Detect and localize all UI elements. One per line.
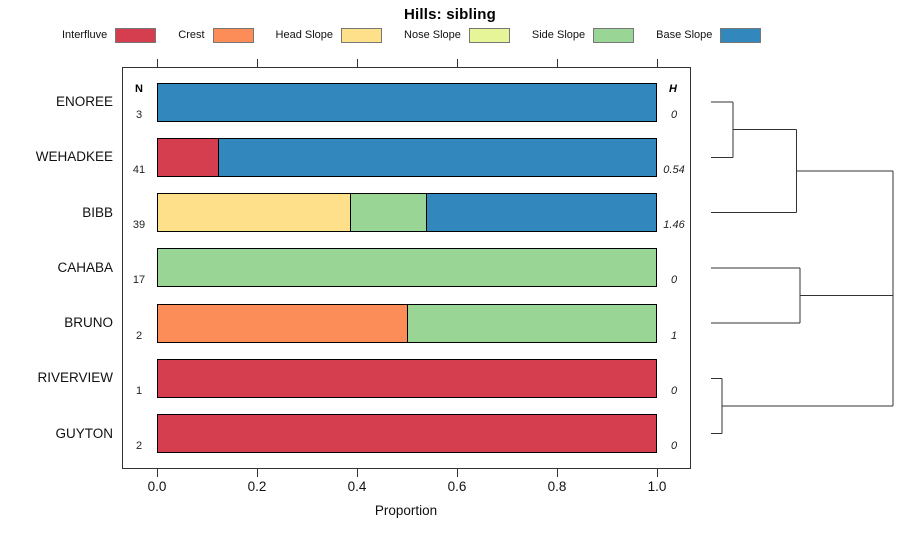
bar-segment-base-slope — [426, 194, 656, 231]
n-value: 39 — [132, 219, 146, 231]
row-label-cahaba: CAHABA — [57, 259, 113, 275]
h-value: 0 — [670, 440, 678, 452]
bar-segment-base-slope — [217, 138, 656, 176]
legend-label: Interfluve — [62, 29, 108, 41]
x-axis-top-tick — [657, 59, 658, 67]
x-axis-bottom-tick — [257, 469, 258, 477]
legend-label: Head Slope — [275, 29, 334, 41]
legend-swatch — [720, 27, 762, 43]
row-label-guyton: GUYTON — [55, 425, 113, 441]
legend-label: Base Slope — [656, 29, 713, 41]
x-axis-tick-label: 0.4 — [347, 479, 367, 494]
h-value: 0.54 — [663, 163, 685, 176]
h-value: 1.46 — [663, 219, 685, 231]
x-axis-top-tick — [457, 59, 458, 67]
x-axis-bottom-tick — [157, 469, 158, 477]
legend-item-crest: Crest — [178, 27, 254, 43]
x-axis-tick-label: 0.8 — [547, 479, 567, 494]
h-column-header: H — [669, 83, 677, 95]
row-label-bibb: BIBB — [82, 204, 113, 220]
bar-segment-side-slope — [158, 249, 656, 287]
chart-title: Hills: sibling — [404, 6, 496, 23]
bar-segment-head-slope — [158, 194, 350, 231]
stacked-bar-riverview — [157, 358, 657, 398]
legend-swatch — [115, 27, 157, 43]
legend-label: Nose Slope — [404, 29, 461, 41]
x-axis-bottom-tick — [357, 469, 358, 477]
n-value: 1 — [135, 384, 143, 397]
bar-segment-crest — [158, 304, 407, 342]
legend-swatch — [468, 27, 510, 43]
x-axis-top-tick — [357, 59, 358, 67]
x-axis-top-tick — [257, 59, 258, 67]
legend-label: Crest — [178, 29, 205, 41]
bar-segment-interfluve — [158, 359, 656, 397]
x-axis-bottom-tick — [657, 469, 658, 477]
n-value: 41 — [132, 163, 146, 176]
row-label-riverview: RIVERVIEW — [37, 370, 113, 386]
stacked-bar-guyton — [157, 414, 657, 453]
x-axis-top-tick — [157, 59, 158, 67]
stacked-bar-bruno — [157, 303, 657, 343]
n-value: 2 — [135, 440, 143, 452]
h-value: 0 — [670, 274, 678, 287]
legend-swatch — [593, 27, 635, 43]
bar-segment-side-slope — [349, 194, 427, 231]
row-label-wehadkee: WEHADKEE — [35, 149, 113, 165]
legend-item-head-slope: Head Slope — [275, 27, 383, 43]
x-axis-top-tick — [557, 59, 558, 67]
legend-item-interfluve: Interfluve — [62, 27, 157, 43]
x-axis-tick-label: 0.0 — [147, 479, 167, 494]
n-value: 3 — [135, 108, 143, 121]
stacked-bar-wehadkee — [157, 137, 657, 177]
row-label-enoree: ENOREE — [55, 94, 113, 109]
legend-label: Side Slope — [531, 29, 586, 41]
row-label-bruno: BRUNO — [64, 315, 113, 330]
n-value: 17 — [132, 274, 146, 287]
stacked-bar-cahaba — [157, 248, 657, 288]
x-axis-tick-label: 1.0 — [647, 479, 667, 494]
x-axis-bottom-tick — [557, 469, 558, 477]
bar-segment-interfluve — [158, 138, 218, 176]
n-column-header: N — [135, 83, 143, 95]
stacked-bar-enoree — [157, 82, 657, 122]
x-axis-tick-label: 0.6 — [447, 479, 467, 494]
legend-item-nose-slope: Nose Slope — [404, 27, 510, 43]
stacked-bar-bibb — [157, 193, 657, 232]
x-axis-bottom-tick — [457, 469, 458, 477]
n-value: 2 — [135, 329, 143, 342]
h-value: 1 — [670, 329, 678, 342]
bar-segment-interfluve — [158, 415, 656, 452]
legend-item-base-slope: Base Slope — [656, 27, 762, 43]
x-axis-tick-label: 0.2 — [247, 479, 267, 494]
legend-swatch — [341, 27, 383, 43]
legend: Interfluve Crest Head Slope Nose Slope Side … — [62, 26, 762, 44]
bar-segment-base-slope — [158, 83, 656, 121]
h-value: 0 — [670, 384, 678, 397]
x-axis-label: Proportion — [374, 503, 438, 518]
legend-item-side-slope: Side Slope — [531, 27, 635, 43]
h-value: 0 — [670, 108, 678, 121]
legend-swatch — [212, 27, 254, 43]
bar-segment-side-slope — [407, 304, 656, 342]
